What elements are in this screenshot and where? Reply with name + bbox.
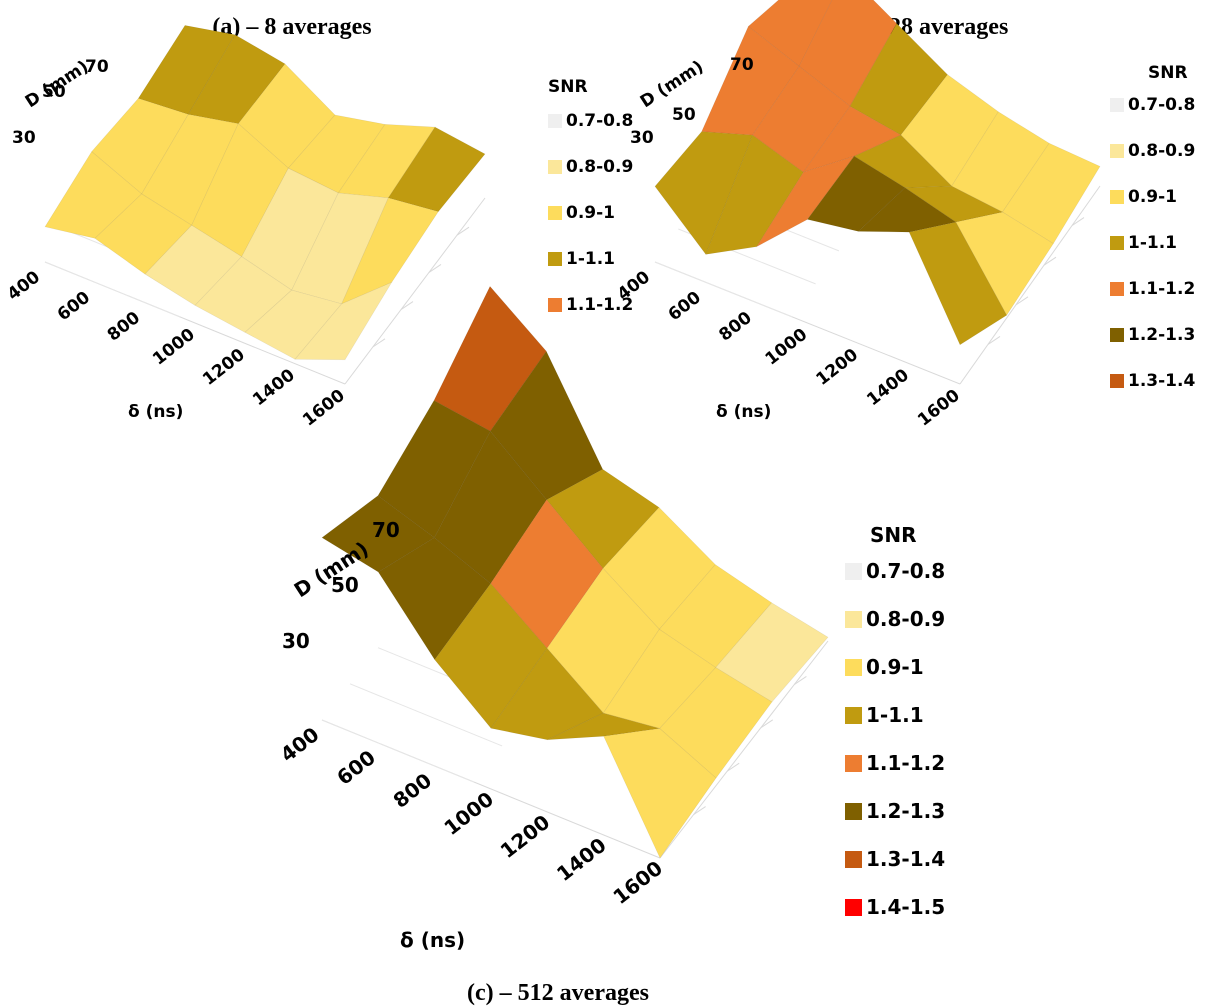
surface-plot — [321, 285, 829, 859]
legend-label: 0.7-0.8 — [566, 111, 633, 131]
x-tick-label: 800 — [715, 308, 755, 346]
legend-swatch — [548, 114, 562, 128]
legend-title: SNR — [1148, 63, 1188, 83]
x-tick-label: 600 — [665, 287, 705, 325]
legend-label: 1.1-1.2 — [1128, 279, 1195, 299]
x-tick-label: 800 — [104, 308, 144, 346]
legend-swatch — [845, 659, 862, 676]
x-tick-label: 1200 — [496, 810, 555, 863]
legend-swatch — [845, 563, 862, 580]
surface-patch — [294, 281, 393, 361]
surface-plot — [654, 0, 1101, 346]
legend-label: 1-1.1 — [566, 249, 615, 269]
x-tick-label: 1400 — [863, 365, 913, 410]
legend-label: 1.3-1.4 — [1128, 371, 1195, 391]
x-tick-label: 400 — [276, 722, 324, 767]
surface-patch — [603, 728, 717, 859]
y-tick-label: 50 — [331, 573, 359, 597]
y-tick-label: 30 — [12, 128, 36, 148]
x-axis-label: δ (ns) — [716, 402, 771, 422]
surface-plot — [44, 25, 486, 361]
x-tick-label: 1600 — [608, 856, 667, 909]
x-tick-label: 1000 — [439, 787, 498, 840]
x-tick-label: 1400 — [249, 365, 299, 410]
legend-label: 1-1.1 — [1128, 233, 1177, 253]
legend-label: 1.2-1.3 — [866, 799, 945, 823]
y-axis-label: D (mm) — [22, 57, 92, 112]
legend-label: 1.1-1.2 — [866, 751, 945, 775]
x-tick-label: 1200 — [812, 345, 862, 390]
legend-label: 0.7-0.8 — [866, 559, 945, 583]
y-tick-labels: 30 50 70 — [630, 55, 754, 148]
x-tick-label: 1600 — [914, 386, 964, 431]
legend-swatch — [1110, 328, 1124, 342]
x-tick-label: 600 — [332, 745, 380, 790]
legend-swatch — [845, 707, 862, 724]
y-tick-label: 70 — [372, 518, 400, 542]
legend-swatch — [1110, 190, 1124, 204]
x-tick-label: 1400 — [552, 833, 611, 886]
x-axis-label: δ (ns) — [400, 928, 465, 952]
chart-panel-a: (a) – 8 averages 400 600 800 1000 1200 1400 16… — [4, 14, 634, 431]
legend-label: 1.4-1.5 — [866, 895, 945, 919]
chart-title: (a) – 8 averages — [212, 14, 371, 40]
legend-title: SNR — [548, 77, 588, 97]
legend-label: 0.8-0.9 — [1128, 141, 1195, 161]
x-tick-label: 1200 — [199, 345, 249, 390]
legend-swatch — [1110, 236, 1124, 250]
legend-swatch — [1110, 98, 1124, 112]
y-tick-label: 70 — [85, 57, 109, 77]
surface-patch — [341, 197, 439, 305]
x-tick-label: 400 — [4, 267, 44, 305]
legend-swatch — [548, 252, 562, 266]
y-tick-label: 70 — [730, 55, 754, 75]
x-tick-label: 1000 — [149, 325, 199, 370]
x-tick-label: 800 — [389, 768, 437, 813]
x-tick-label: 600 — [54, 287, 94, 325]
y-tick-label: 30 — [282, 629, 310, 653]
legend-swatch — [845, 803, 862, 820]
legend-swatch — [1110, 144, 1124, 158]
legend-label: 1-1.1 — [866, 703, 924, 727]
x-tick-label: 1600 — [299, 386, 349, 431]
surface-patch — [908, 221, 1008, 346]
x-tick-label: 1000 — [762, 325, 812, 370]
y-axis-label: D (mm) — [637, 57, 707, 112]
legend-swatch — [548, 206, 562, 220]
legend-label: 0.9-1 — [866, 655, 924, 679]
legend: 0.7-0.8 0.8-0.9 0.9-1 1-1.1 1.1-1.2 1.2-1.3 1.… — [1110, 95, 1195, 391]
legend-swatch — [548, 298, 562, 312]
y-tick-labels: 30 50 70 — [12, 57, 109, 148]
legend-swatch — [845, 755, 862, 772]
legend-label: 0.9-1 — [1128, 187, 1177, 207]
y-tick-label: 50 — [42, 82, 66, 102]
legend-title: SNR — [870, 523, 917, 547]
legend-swatch — [845, 611, 862, 628]
legend: 0.7-0.8 0.8-0.9 0.9-1 1-1.1 1.1-1.2 — [548, 111, 633, 315]
legend-swatch — [1110, 374, 1124, 388]
legend: 0.7-0.8 0.8-0.9 0.9-1 1-1.1 1.1-1.2 1.2-1.3 1.… — [845, 559, 945, 919]
y-tick-label: 30 — [630, 128, 654, 148]
legend-label: 0.7-0.8 — [1128, 95, 1195, 115]
x-axis-label: δ (ns) — [128, 402, 183, 422]
chart-title: (c) – 512 averages — [467, 980, 649, 1006]
legend-label: 1.3-1.4 — [866, 847, 945, 871]
legend-label: 0.8-0.9 — [566, 157, 633, 177]
legend-swatch — [845, 899, 862, 916]
legend-swatch — [1110, 282, 1124, 296]
y-tick-labels: 30 50 70 — [282, 518, 400, 653]
legend-label: 0.9-1 — [566, 203, 615, 223]
legend-swatch — [845, 851, 862, 868]
legend-label: 1.2-1.3 — [1128, 325, 1195, 345]
legend-label: 0.8-0.9 — [866, 607, 945, 631]
legend-swatch — [548, 160, 562, 174]
legend-label: 1.1-1.2 — [566, 295, 633, 315]
y-tick-label: 50 — [672, 105, 696, 125]
